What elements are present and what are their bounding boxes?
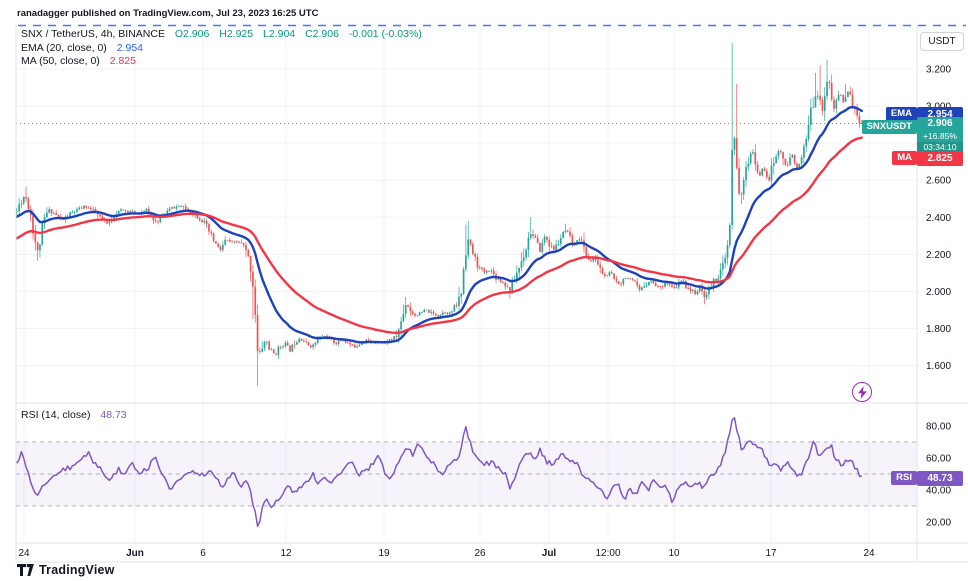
ohlc-high: H2.925 bbox=[219, 28, 254, 40]
rsi-tick-label: 40.00 bbox=[926, 486, 951, 497]
ma-legend-label: MA (50, close, 0) bbox=[21, 55, 100, 67]
ohlc-low: L2.904 bbox=[263, 28, 296, 40]
rsi-axis-tag: RSI bbox=[891, 471, 917, 485]
symbol-last-price: 2.906 bbox=[927, 118, 953, 129]
symbol-change-pct: +16.85% bbox=[923, 131, 957, 141]
bar-countdown: 03:34:10 bbox=[917, 142, 963, 153]
tradingview-logo-icon bbox=[17, 563, 34, 576]
time-tick-label: 26 bbox=[474, 548, 486, 559]
currency-toggle-button[interactable]: USDT bbox=[920, 32, 964, 51]
price-tick-label: 2.600 bbox=[926, 176, 951, 187]
rsi-tick-label: 20.00 bbox=[926, 518, 951, 529]
ohlc-close: C2.906 bbox=[305, 28, 339, 40]
lightning-bolt-icon bbox=[857, 385, 867, 399]
price-tick-label: 2.000 bbox=[926, 287, 951, 298]
time-tick-label: 24 bbox=[863, 548, 875, 559]
time-tick-label: 24 bbox=[18, 548, 30, 559]
ma-axis-tag: MA bbox=[892, 151, 917, 165]
price-tick-label: 3.200 bbox=[926, 65, 951, 76]
ohlc-change: -0.001 (-0.03%) bbox=[348, 28, 422, 40]
price-tick-label: 2.200 bbox=[926, 250, 951, 261]
time-tick-label: 17 bbox=[765, 548, 777, 559]
ema-legend-label: EMA (20, close, 0) bbox=[21, 42, 107, 54]
rsi-axis-value: 48.73 bbox=[917, 471, 963, 486]
ema-legend-row[interactable]: EMA (20, close, 0) 2.954 bbox=[21, 42, 143, 54]
time-tick-label: Jul bbox=[542, 548, 557, 559]
time-tick-label: Jun bbox=[126, 548, 144, 559]
rsi-legend-value: 48.73 bbox=[100, 409, 127, 421]
time-tick-label: 12 bbox=[280, 548, 292, 559]
time-tick-label: 19 bbox=[378, 548, 390, 559]
time-tick-label: 12:00 bbox=[595, 548, 620, 559]
time-tick-label: 10 bbox=[668, 548, 680, 559]
tradingview-brand-text: TradingView bbox=[39, 563, 115, 577]
symbol-title: SNX / TetherUS, 4h, BINANCE bbox=[21, 28, 165, 40]
price-tick-label: 1.800 bbox=[926, 324, 951, 335]
ma-legend-value: 2.825 bbox=[109, 55, 136, 67]
rsi-tick-label: 80.00 bbox=[926, 422, 951, 433]
time-tick-label: 6 bbox=[200, 548, 206, 559]
lightning-badge-icon[interactable] bbox=[852, 382, 872, 402]
ohlc-open: O2.906 bbox=[174, 28, 210, 40]
ema-axis-tag: EMA bbox=[885, 107, 917, 121]
price-tick-label: 1.600 bbox=[926, 361, 951, 372]
ema-legend-value: 2.954 bbox=[116, 42, 143, 54]
rsi-legend-row[interactable]: RSI (14, close) 48.73 bbox=[21, 409, 127, 421]
rsi-legend-label: RSI (14, close) bbox=[21, 409, 91, 421]
symbol-legend-row[interactable]: SNX / TetherUS, 4h, BINANCE O2.906 H2.92… bbox=[21, 28, 422, 40]
ma-axis-value: 2.825 bbox=[917, 151, 963, 166]
rsi-tick-label: 60.00 bbox=[926, 454, 951, 465]
symbol-axis-value: 2.906 +16.85% 03:34:10 bbox=[917, 117, 963, 154]
price-tick-label: 2.400 bbox=[926, 213, 951, 224]
ma-legend-row[interactable]: MA (50, close, 0) 2.825 bbox=[21, 55, 136, 67]
tradingview-footer-link[interactable]: TradingView bbox=[17, 563, 115, 577]
symbol-axis-tag: SNXUSDT bbox=[861, 120, 917, 134]
attribution-text: ranadagger published on TradingView.com,… bbox=[17, 8, 319, 19]
